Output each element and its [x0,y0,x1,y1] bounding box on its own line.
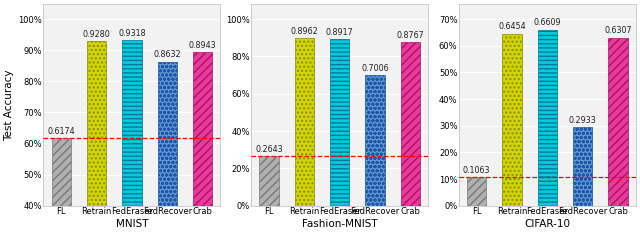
Text: 0.1063: 0.1063 [463,166,490,175]
Y-axis label: Test Accuracy: Test Accuracy [4,69,14,141]
Bar [294,38,314,206]
Bar [365,75,385,206]
Text: 0.6174: 0.6174 [47,127,75,136]
Bar [573,127,593,206]
Bar [122,40,141,233]
Text: 0.8632: 0.8632 [154,50,181,59]
Text: 0.9318: 0.9318 [118,29,146,38]
Bar [193,52,212,233]
Text: 0.2933: 0.2933 [569,116,596,125]
Text: 0.6307: 0.6307 [604,26,632,35]
Bar [467,177,486,206]
Text: 0.2643: 0.2643 [255,145,283,154]
Text: 0.8767: 0.8767 [397,31,424,40]
Text: 0.6609: 0.6609 [534,18,561,27]
Text: 0.8917: 0.8917 [326,28,353,37]
Text: 0.8962: 0.8962 [291,27,318,36]
X-axis label: Fashion-MNIST: Fashion-MNIST [302,219,378,229]
Bar [538,30,557,206]
Bar [157,62,177,233]
Bar [259,156,278,206]
Text: 0.7006: 0.7006 [361,64,389,73]
Bar [51,138,71,233]
Text: 0.9280: 0.9280 [83,30,111,39]
Text: 0.8943: 0.8943 [189,41,216,50]
X-axis label: CIFAR-10: CIFAR-10 [524,219,570,229]
X-axis label: MNIST: MNIST [116,219,148,229]
Text: 0.6454: 0.6454 [498,22,526,31]
Bar [330,39,349,206]
Bar [609,38,628,206]
Bar [401,42,420,206]
Bar [502,34,522,206]
Bar [87,41,106,233]
